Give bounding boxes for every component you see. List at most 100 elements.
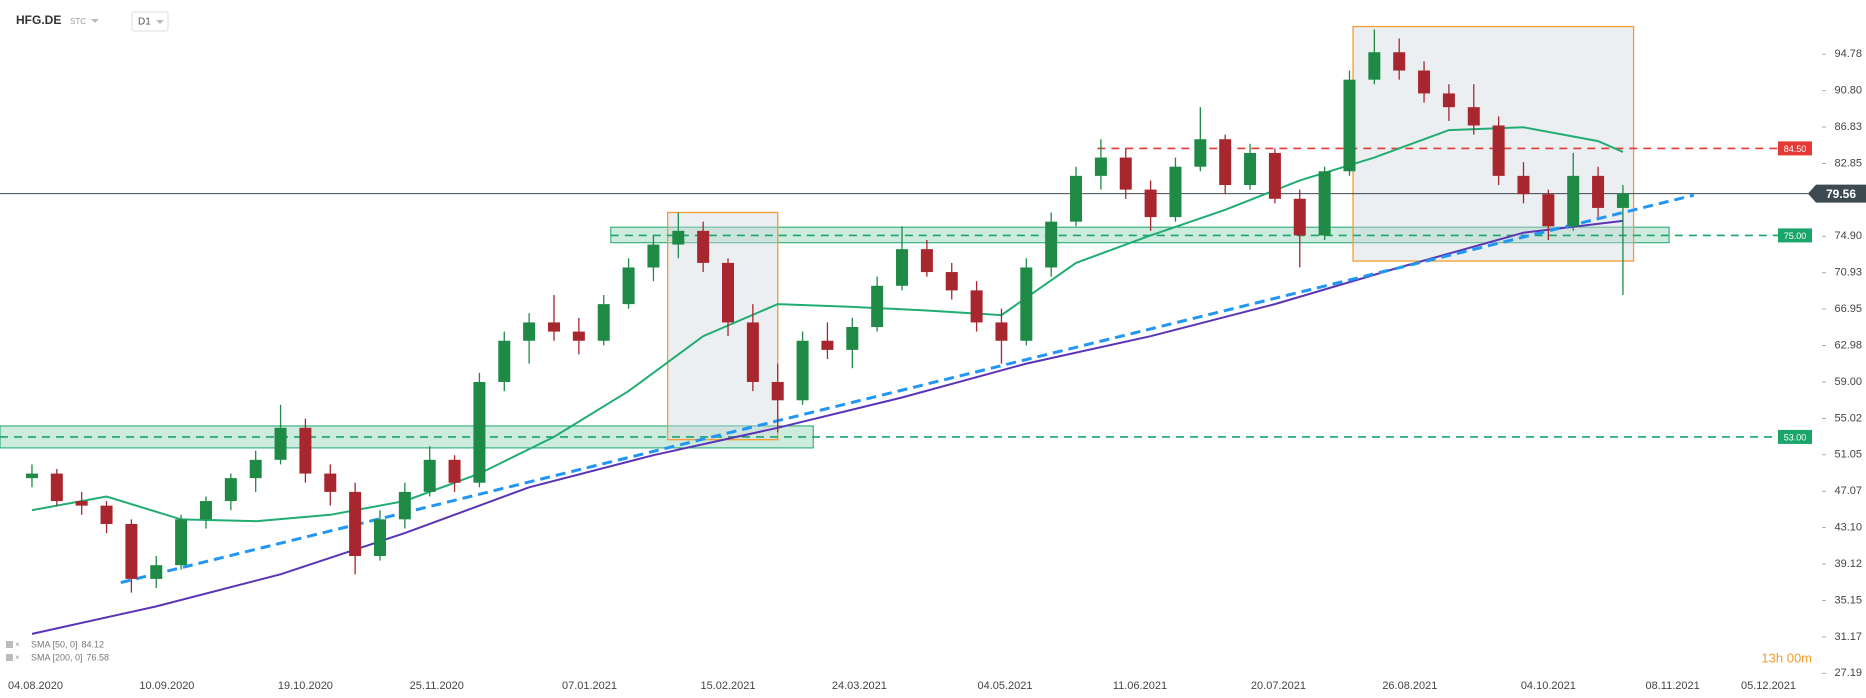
candle-body: [398, 491, 411, 520]
class[interactable]: STC: [70, 17, 86, 26]
candle-body: [1094, 157, 1107, 176]
candle-body: [349, 491, 362, 557]
y-tick-label: 66.95: [1834, 303, 1862, 315]
candle-body: [1592, 175, 1605, 208]
plot: 84.50 75.00 53.00 94.78 90.80 86.83 82.85 74.90…: [0, 25, 1866, 692]
candle-body: [572, 331, 585, 341]
candle-body: [1542, 194, 1555, 227]
candle-body: [896, 249, 909, 286]
candle-body: [1144, 189, 1157, 218]
candle-body: [199, 501, 212, 520]
candle-body: [224, 478, 237, 502]
y-tick-label: 59.00: [1834, 376, 1862, 388]
candle-body: [1343, 79, 1356, 172]
candle-body: [1442, 93, 1455, 108]
candle-body: [249, 459, 262, 479]
x-tick-label: 10.09.2020: [139, 680, 194, 692]
level-label: 53.00: [1784, 432, 1807, 442]
candle-body: [1318, 171, 1331, 236]
candle-body: [324, 473, 337, 492]
legend-close: ×: [15, 640, 20, 649]
x-tick-label: 08.11.2021: [1646, 680, 1700, 692]
candle-body: [175, 519, 188, 566]
dropdown-arrow[interactable]: [91, 19, 99, 23]
sma-line: [31, 219, 1624, 635]
x-tick-label: 25.11.2020: [410, 680, 464, 692]
candle-body: [1268, 152, 1281, 199]
candle-body: [1616, 193, 1629, 208]
symbol[interactable]: HFG.DE: [16, 13, 61, 27]
candle-body: [100, 505, 113, 524]
y-tick-label: 86.83: [1834, 121, 1862, 133]
y-tick-label: 70.93: [1834, 267, 1862, 279]
candle-body: [1219, 139, 1232, 186]
candle-body: [1070, 175, 1083, 222]
candle-body: [771, 381, 784, 401]
y-tick-label: 35.15: [1834, 594, 1862, 606]
level-label: 84.50: [1784, 144, 1807, 154]
legend-value: 84.12: [82, 639, 105, 649]
candle-body: [622, 267, 635, 305]
x-tick-label: 26.08.2021: [1382, 680, 1437, 692]
price-label: 79.56: [1826, 187, 1856, 201]
y-tick-label: 90.80: [1834, 85, 1862, 97]
candle-body: [50, 473, 63, 502]
timeframe-box[interactable]: [131, 11, 169, 32]
y-tick-label: 39.12: [1834, 558, 1862, 570]
candle-body: [1467, 107, 1480, 126]
candle-body: [846, 327, 859, 350]
y-tick-label: 43.10: [1834, 522, 1862, 534]
x-tick-label: 15.02.2021: [700, 680, 755, 692]
x-tick-label: 20.07.2021: [1251, 680, 1306, 692]
sma-line: [31, 126, 1624, 523]
candle-body: [920, 249, 933, 273]
candle-body: [75, 501, 88, 506]
dropdown-arrow[interactable]: [156, 20, 164, 24]
candle-body: [1492, 125, 1505, 176]
candle-body: [1567, 175, 1580, 227]
candle-body: [547, 322, 560, 332]
candle-body: [274, 427, 287, 460]
header: HFG.DE STC D1: [16, 11, 169, 32]
candle-body: [597, 304, 610, 341]
y-tick-label: 31.17: [1834, 631, 1862, 643]
legend-name: SMA [200, 0]: [31, 652, 83, 662]
candle-body: [125, 523, 138, 579]
highlight-box: [666, 211, 779, 441]
candle-body: [1194, 139, 1207, 167]
candle-body: [796, 340, 809, 401]
candle-body: [498, 340, 511, 382]
candle-body: [1393, 52, 1406, 71]
x-tick-label: 04.10.2021: [1521, 680, 1576, 692]
y-tick-label: 74.90: [1834, 230, 1862, 242]
legend-close: ×: [15, 653, 20, 662]
x-tick-label: 19.10.2020: [278, 680, 333, 692]
candle-body: [821, 340, 834, 350]
level-label-box: [1778, 228, 1812, 243]
candle-body: [373, 519, 386, 557]
candle-body: [1368, 52, 1381, 80]
timeframe[interactable]: D1: [138, 17, 151, 28]
candle-body: [473, 381, 486, 483]
candle-body: [647, 244, 660, 268]
y-tick-label: 55.02: [1834, 412, 1862, 424]
candle-body: [25, 473, 38, 479]
candle-body: [448, 459, 461, 483]
x-tick-label: 24.03.2021: [832, 680, 887, 692]
candle-body: [523, 322, 536, 341]
x-tick-label: 11.06.2021: [1113, 680, 1167, 692]
legend-value: 76.58: [87, 652, 110, 662]
x-tick-label: 04.05.2021: [977, 680, 1032, 692]
candle-body: [150, 565, 163, 579]
candle-body: [672, 230, 685, 245]
level-label-box: [1778, 429, 1812, 444]
candle-body: [1418, 70, 1431, 94]
candle-body: [1020, 267, 1033, 341]
candle-body: [299, 427, 312, 474]
candle-body: [995, 322, 1008, 341]
y-tick-label: 62.98: [1834, 339, 1862, 351]
candle-body: [746, 322, 759, 382]
y-tick-label: 47.07: [1834, 485, 1862, 497]
